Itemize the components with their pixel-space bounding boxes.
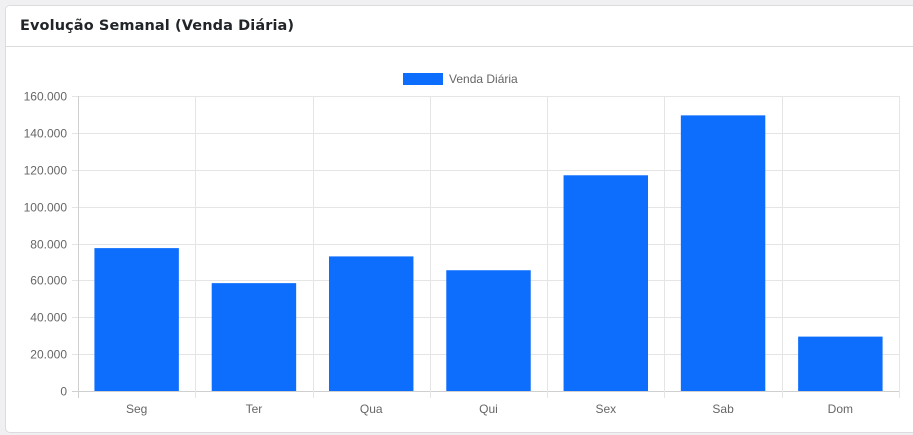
y-tick-label: 140.000	[24, 127, 68, 141]
bar-sex[interactable]	[563, 175, 649, 391]
bar-ter[interactable]	[211, 283, 297, 391]
x-tick-label: Ter	[246, 402, 263, 416]
bar-dom[interactable]	[798, 336, 883, 391]
x-tick-label: Qui	[479, 402, 498, 416]
legend-label[interactable]: Venda Diária	[449, 72, 518, 86]
bar-qui[interactable]	[446, 270, 531, 391]
legend-swatch[interactable]	[403, 73, 443, 85]
x-tick-label: Sab	[712, 402, 734, 416]
y-tick-label: 60.000	[30, 274, 67, 288]
axes: 0 20.000 40.000 60.000 80.000 100.000 120.000 1…	[24, 90, 853, 417]
bar-chart: 0 20.000 40.000 60.000 80.000 100.000 120.000 1…	[24, 72, 900, 417]
bar-seg[interactable]	[94, 248, 179, 391]
x-tick-label: Dom	[828, 402, 853, 416]
y-tick-label: 100.000	[24, 201, 68, 215]
x-tick-label: Seg	[126, 402, 147, 416]
bar-qua[interactable]	[328, 256, 414, 391]
y-tick-label: 160.000	[24, 90, 68, 104]
bar-sab[interactable]	[680, 115, 766, 391]
legend[interactable]: Venda Diária	[403, 72, 518, 86]
y-tick-label: 20.000	[30, 348, 67, 362]
y-tick-label: 80.000	[30, 238, 67, 252]
card-title: Evolução Semanal (Venda Diária)	[20, 18, 295, 34]
x-tick-label: Qua	[360, 402, 383, 416]
chart-card: Evolução Semanal (Venda Diária) 0 20.000 4…	[5, 5, 913, 433]
y-tick-label: 40.000	[30, 311, 67, 325]
y-tick-label: 120.000	[24, 164, 68, 178]
y-tick-label: 0	[60, 385, 67, 399]
x-tick-label: Sex	[595, 402, 616, 416]
card-header: Evolução Semanal (Venda Diária)	[6, 6, 913, 47]
bars	[94, 115, 883, 391]
